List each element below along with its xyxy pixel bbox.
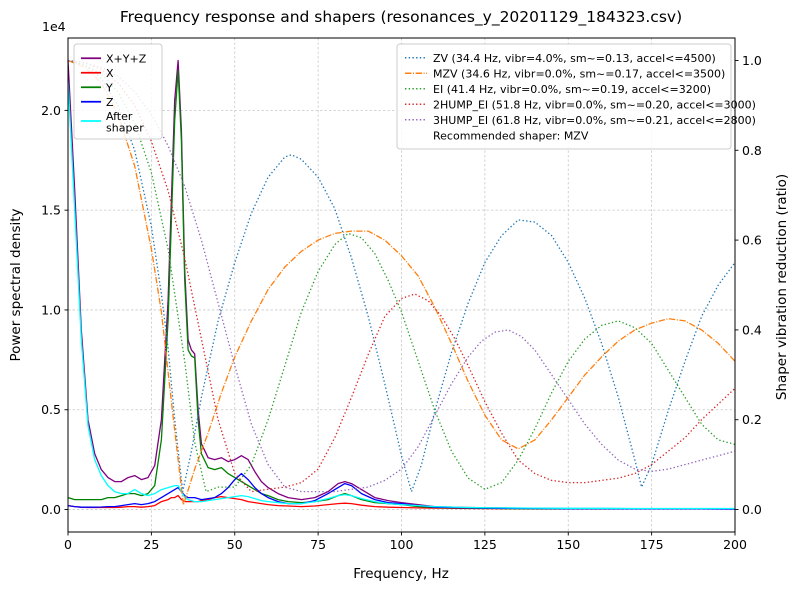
x-tick-label: 100	[390, 537, 414, 552]
legend-item-ei: EI (41.4 Hz, vibr=0.0%, sm~=0.19, accel<…	[433, 83, 711, 96]
series-line-zv	[67, 59, 736, 493]
y-tick-label-right: 0.0	[742, 502, 762, 517]
y-axis-offset-text: 1e4	[42, 19, 66, 34]
x-axis-label: Frequency, Hz	[353, 566, 449, 582]
series-line-x-y-z	[67, 59, 735, 510]
y-tick-label-left: 2.0	[41, 103, 61, 118]
legend-item-mzv: MZV (34.6 Hz, vibr=0.0%, sm~=0.17, accel…	[433, 67, 725, 80]
series-line-3hump-ei	[67, 59, 736, 493]
legend-left-box	[73, 43, 163, 140]
y-tick-label-right: 1.0	[742, 53, 762, 68]
legend-item-2hump-ei: 2HUMP_EI (51.8 Hz, vibr=0.0%, sm~=0.20, …	[433, 98, 756, 111]
legend-label-x-y-z: X+Y+Z	[106, 52, 147, 65]
y-tick-label-right: 0.4	[742, 322, 762, 337]
y-axis-label-right: Shaper vibration reduction (ratio)	[774, 174, 790, 400]
x-tick-label: 200	[723, 537, 747, 552]
x-tick-label: 75	[310, 537, 326, 552]
x-tick-label: 150	[556, 537, 580, 552]
x-tick-label: 25	[143, 537, 159, 552]
x-tick-label: 50	[227, 537, 243, 552]
legend-note: Recommended shaper: MZV	[433, 129, 589, 142]
y-tick-label-left: 1.5	[41, 203, 61, 218]
legend-item-zv: ZV (34.4 Hz, vibr=4.0%, sm~=0.13, accel<…	[433, 52, 716, 65]
series-line-2hump-ei	[67, 59, 736, 493]
series-line-y	[67, 69, 735, 510]
legend-item-3hump-ei: 3HUMP_EI (61.8 Hz, vibr=0.0%, sm~=0.21, …	[433, 114, 756, 127]
y-axis-label-left: Power spectral density	[8, 208, 24, 361]
legend-label-after-shaper: shaper	[106, 122, 144, 135]
series-line-after-shaper	[67, 80, 735, 510]
x-tick-label: 125	[473, 537, 497, 552]
legend-right-box	[396, 43, 732, 150]
legend-label-z: Z	[106, 96, 114, 109]
legend-label-x: X	[106, 67, 114, 80]
chart-title: Frequency response and shapers (resonanc…	[120, 8, 682, 27]
y-tick-label-right: 0.6	[742, 233, 762, 248]
legend-label-y: Y	[105, 81, 113, 94]
y-tick-label-left: 1.0	[41, 302, 61, 317]
y-tick-label-right: 0.2	[742, 412, 762, 427]
legend-label-after-shaper: After	[106, 110, 133, 123]
y-tick-label-left: 0.0	[41, 502, 61, 517]
y-tick-label-right: 0.8	[742, 143, 762, 158]
y-tick-label-left: 0.5	[41, 402, 61, 417]
x-tick-label: 175	[640, 537, 664, 552]
series-line-ei	[67, 59, 736, 493]
x-tick-label: 0	[64, 537, 72, 552]
